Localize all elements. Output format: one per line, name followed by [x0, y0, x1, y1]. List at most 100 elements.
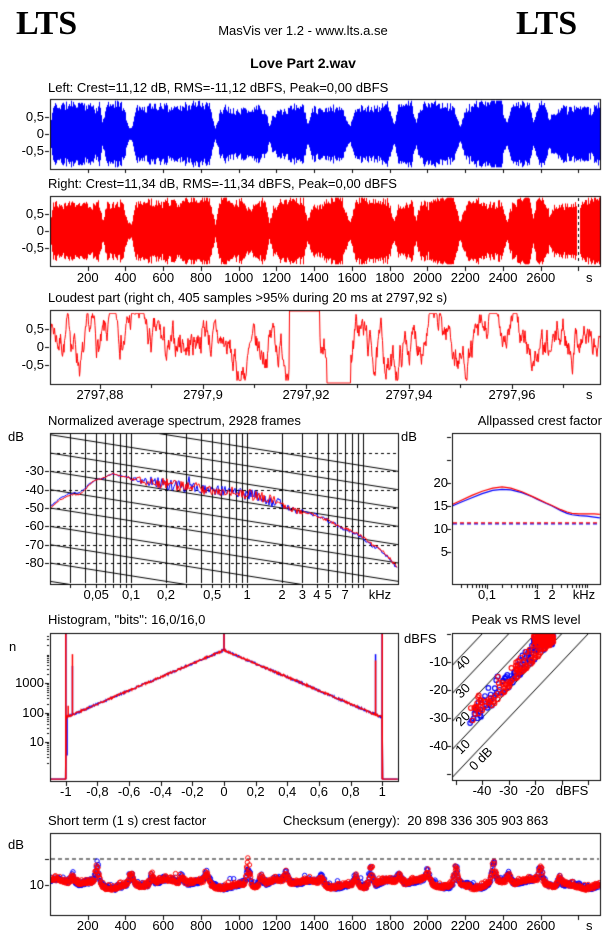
allpassed-ytick: 5: [440, 544, 448, 559]
spectrum-title: Normalized average spectrum, 2928 frames: [48, 413, 301, 428]
lts-logo-left: LTS: [16, 5, 78, 42]
hist-xtick: 0,4: [278, 784, 297, 799]
hist-xtick: -0,6: [117, 784, 141, 799]
short-ytick: 10: [29, 877, 44, 892]
short-xtick: 200: [76, 918, 99, 933]
time-xtick: 2400: [488, 270, 518, 285]
spectrum-xtick: 4: [313, 587, 321, 602]
app-version-text: MasVis ver 1.2 - www.lts.a.se: [218, 23, 388, 38]
hist-xtick: 0,8: [341, 784, 360, 799]
time-xtick: 2200: [450, 270, 480, 285]
spectrum-ytick: -40: [25, 481, 44, 497]
time-xtick: 2000: [413, 270, 442, 285]
short-axis-unit-s: s: [586, 918, 593, 933]
time-xtick: 200: [76, 270, 99, 285]
checksum-text: Checksum (energy): 20 898 336 305 903 86…: [283, 813, 549, 828]
loudest-ytick: 0: [36, 339, 44, 354]
allpassed-ytick: 10: [433, 521, 448, 536]
loudest-xtick: 2797,92: [282, 387, 330, 402]
peak-ytick: -10: [429, 654, 448, 669]
short-xtick: 400: [114, 918, 137, 933]
hist-xtick: 1: [378, 784, 386, 799]
spectrum-xtick: 0,05: [83, 587, 109, 602]
spectrum-ytick: -80: [25, 554, 44, 570]
spectrum-xtick: 0,5: [203, 587, 222, 602]
time-xtick: 2600: [526, 270, 556, 285]
short-xtick: 1000: [224, 918, 254, 933]
spectrum-xtick: 0,1: [122, 587, 141, 602]
spectrum-ytick: -70: [25, 536, 44, 552]
wave-left-ytick: -0,5: [21, 142, 44, 158]
spectrum-xtick: 2: [278, 587, 286, 602]
peak-ytick: -30: [429, 710, 448, 725]
spectrum-xtick: 1: [243, 587, 251, 602]
loudest-axis-unit-s: s: [586, 387, 593, 402]
time-xtick: 1200: [262, 270, 291, 285]
short-xtick: 2600: [526, 918, 556, 933]
histogram-ylabel-n: n: [9, 639, 17, 654]
spectrum-xtick: 0,2: [156, 587, 176, 602]
time-xtick: 400: [114, 270, 137, 285]
loudest-ytick: 0,5: [25, 321, 44, 337]
wave-left-ytick: 0,5: [25, 109, 44, 125]
peak-ytick: -40: [429, 738, 448, 753]
wave-right-ytick: 0: [36, 223, 44, 238]
allpassed-xtick: 0,1: [477, 587, 497, 602]
hist-ytick: 10: [29, 734, 44, 749]
short-term-title: Short term (1 s) crest factor: [48, 813, 207, 828]
loudest-ytick: -0,5: [21, 356, 44, 372]
short-xtick: 1600: [337, 918, 367, 933]
peak-xtick: -30: [499, 783, 518, 798]
short-xtick: 2200: [450, 918, 480, 933]
hist-ytick: 1000: [15, 675, 44, 690]
spectrum-ytick: -50: [25, 499, 44, 515]
page-title: Love Part 2.wav: [250, 55, 356, 71]
time-axis-unit-s: s: [586, 270, 593, 285]
spectrum-xunit-khz: kHz: [368, 587, 392, 602]
wave-right-ytick: 0,5: [25, 206, 44, 222]
short-xtick: 2000: [413, 918, 442, 933]
short-xtick: 600: [152, 918, 175, 933]
short-xtick: 2400: [488, 918, 518, 933]
peak-xtick: -20: [525, 783, 545, 798]
wave-right-ytick: -0,5: [21, 239, 44, 255]
loudest-xtick: 2797,88: [76, 387, 124, 402]
loudest-part-title: Loudest part (right ch, 405 samples >95%…: [48, 290, 448, 305]
peak-ytick: -20: [429, 682, 448, 697]
histogram-title: Histogram, "bits": 16,0/16,0: [48, 612, 206, 627]
spectrum-xtick: 3: [298, 587, 307, 602]
peak-xunit-dbfs: dBFS: [555, 783, 589, 798]
short-xtick: 800: [190, 918, 212, 933]
short-xtick: 1400: [299, 918, 329, 933]
loudest-xtick: 2797,94: [385, 387, 433, 402]
short-xtick: 1800: [375, 918, 405, 933]
spectrum-xtick: 7: [341, 587, 349, 602]
time-xtick: 1600: [337, 270, 367, 285]
spectrum-ylabel-db-right: dB: [401, 429, 417, 444]
hist-ytick: 100: [22, 704, 44, 720]
hist-xtick: 0: [220, 784, 228, 799]
time-xtick: 1000: [224, 270, 254, 285]
hist-xtick: -0,2: [181, 784, 204, 799]
time-xtick: 600: [152, 270, 175, 285]
hist-xtick: -0,8: [86, 784, 109, 799]
loudest-xtick: 2797,9: [183, 387, 223, 402]
hist-xtick: -0,4: [149, 784, 172, 799]
loudest-xtick: 2797,96: [488, 387, 536, 402]
short-xtick: 1200: [262, 918, 291, 933]
right-channel-stats: Right: Crest=11,34 dB, RMS=-11,34 dBFS, …: [48, 176, 397, 191]
left-channel-stats: Left: Crest=11,12 dB, RMS=-11,12 dBFS, P…: [48, 80, 389, 95]
hist-xtick: -1: [60, 784, 72, 799]
time-xtick: 1800: [375, 270, 405, 285]
peak-vs-rms-title: Peak vs RMS level: [471, 612, 581, 627]
spectrum-ytick: -60: [25, 518, 44, 534]
allpassed-xtick: 2: [548, 587, 556, 602]
spectrum-ytick: -30: [25, 463, 44, 479]
allpassed-xunit-khz: kHz: [572, 587, 596, 602]
hist-xtick: 0,2: [246, 784, 265, 799]
spectrum-ylabel-db-left: dB: [8, 429, 24, 444]
peak-ylabel-dbfs: dBFS: [404, 631, 437, 646]
hist-xtick: 0,6: [309, 784, 328, 799]
allpassed-ytick: 15: [433, 498, 448, 513]
